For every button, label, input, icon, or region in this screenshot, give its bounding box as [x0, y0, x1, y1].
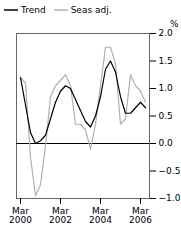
svg-text:Mar2002: Mar2002: [49, 206, 72, 225]
svg-text:0.0: 0.0: [159, 138, 174, 148]
html-text:Trend: Trend: [21, 5, 46, 15]
svg-text:−1.0: −1.0: [159, 193, 181, 203]
svg-text:Mar2000: Mar2000: [9, 206, 32, 225]
svg-text:Mar2006: Mar2006: [129, 206, 152, 225]
svg-text:0.5: 0.5: [159, 111, 173, 121]
svg-text:1.5: 1.5: [159, 56, 173, 66]
svg-text:2.0: 2.0: [159, 28, 174, 38]
html-text:Seas adj.: Seas adj.: [70, 5, 112, 15]
svg-text:1.0: 1.0: [159, 83, 174, 93]
svg-text:Mar2004: Mar2004: [89, 206, 112, 225]
svg-text:−0.5: −0.5: [159, 166, 181, 176]
svg-text:%: %: [170, 19, 179, 29]
